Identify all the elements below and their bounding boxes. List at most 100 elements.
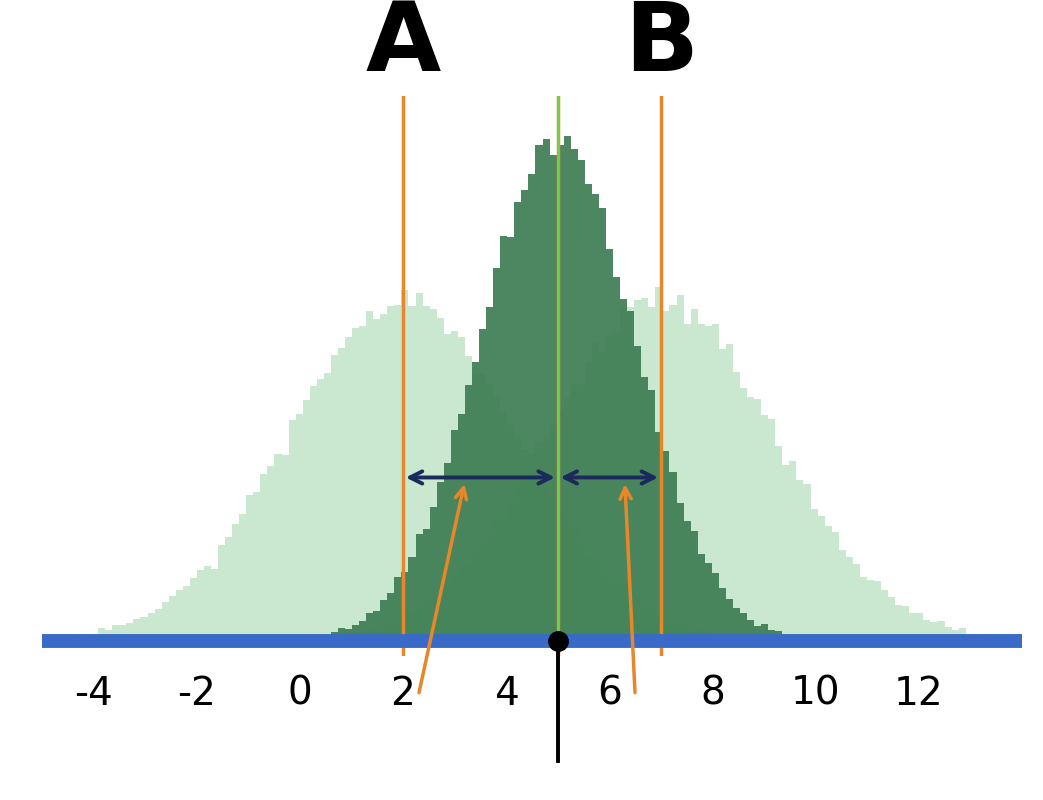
Bar [775,640,782,641]
Bar [591,341,599,641]
Bar [698,324,705,641]
Bar [606,249,613,641]
Bar [381,600,387,641]
Bar [522,190,529,641]
Bar [655,616,662,641]
Bar [683,323,690,641]
Bar [331,632,338,641]
Bar [486,533,493,641]
Bar [359,632,366,641]
Bar [683,623,690,641]
Bar [719,588,726,641]
Bar [917,613,923,641]
Bar [578,383,585,641]
Bar [859,578,867,641]
Bar [649,307,655,641]
Bar [479,542,486,641]
Bar [345,632,353,641]
Bar [430,309,437,641]
Bar [529,453,535,641]
Bar [649,390,655,641]
Bar [677,295,683,641]
Bar [443,462,451,641]
Bar [394,618,402,641]
Bar [353,328,359,641]
Bar [782,640,790,641]
Bar [373,610,381,641]
Bar [634,300,641,641]
Bar [366,629,373,641]
Text: B: B [624,0,698,90]
Bar [599,352,606,641]
Bar [726,599,733,641]
Bar [966,634,973,641]
Bar [662,451,670,641]
Bar [621,299,627,641]
Bar [134,619,141,641]
Bar [690,630,698,641]
Bar [225,537,233,641]
Bar [698,554,705,641]
Bar [310,638,317,641]
Bar [831,639,839,641]
Bar [295,638,302,641]
Bar [295,414,302,641]
Bar [705,631,711,641]
Bar [507,503,514,641]
Bar [613,277,621,641]
Bar [726,344,733,641]
Bar [359,326,366,641]
Bar [239,514,246,641]
Bar [211,569,218,641]
Bar [289,420,295,641]
Bar [909,613,917,641]
Bar [501,410,507,641]
Bar [881,590,889,641]
Bar [705,563,711,641]
Bar [613,332,621,641]
Bar [747,639,754,641]
Bar [147,613,154,641]
Bar [621,310,627,641]
Bar [1001,638,1008,641]
Bar [63,636,70,641]
Bar [945,627,951,641]
Bar [84,635,91,641]
Bar [233,525,239,641]
Bar [627,596,634,641]
Bar [267,640,274,641]
Bar [295,640,302,641]
Bar [514,202,522,641]
Bar [979,634,987,641]
Bar [683,521,690,641]
Bar [381,626,387,641]
Bar [662,311,670,641]
Bar [324,637,331,641]
Bar [542,486,550,641]
Bar [550,497,557,641]
Bar [443,334,451,641]
Bar [739,637,747,641]
Bar [739,387,747,641]
Bar [507,425,514,641]
Bar [839,550,846,641]
Bar [501,236,507,641]
Bar [458,564,465,641]
Bar [670,472,677,641]
Bar [394,305,402,641]
Bar [415,293,422,641]
Bar [465,385,472,641]
Bar [747,620,754,641]
Bar [711,324,719,641]
Bar [458,338,465,641]
Bar [557,410,563,641]
Bar [606,334,613,641]
Bar [338,628,345,641]
Bar [317,379,324,641]
Bar [571,150,578,641]
Bar [797,480,803,641]
Bar [98,628,105,641]
Bar [542,436,550,641]
Bar [246,495,253,641]
Bar [825,639,831,641]
